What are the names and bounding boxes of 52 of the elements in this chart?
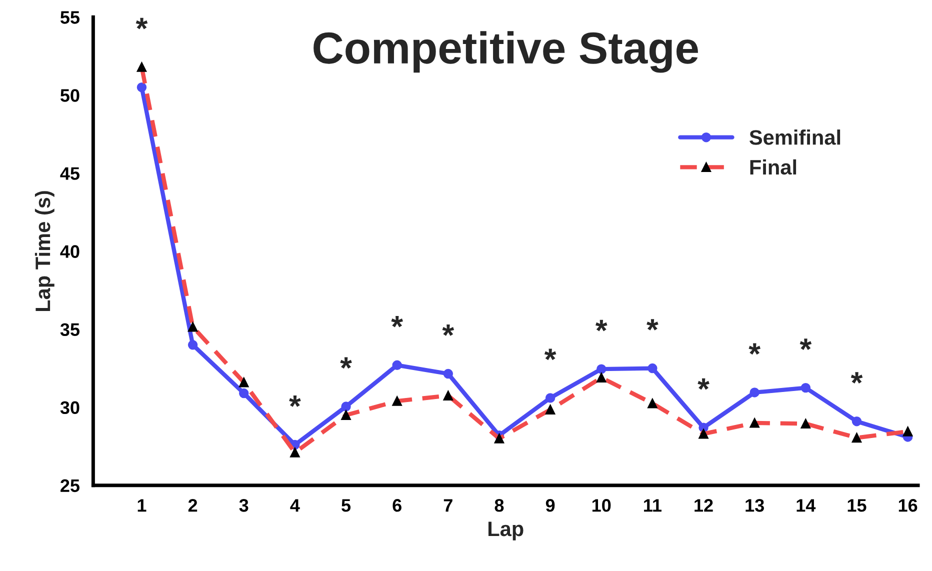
point	[239, 388, 249, 398]
point	[750, 388, 760, 398]
point	[545, 393, 556, 403]
annotation: *	[646, 319, 658, 330]
legend-label: Semifinal	[750, 130, 840, 145]
annotation: *	[340, 357, 352, 369]
legend-label: Final	[750, 159, 796, 175]
y-tick-label: 55	[60, 11, 80, 24]
point	[136, 82, 147, 92]
x-tick-label: 12	[694, 499, 713, 512]
x-tick-label: 15	[848, 499, 866, 512]
x-tick-label: 11	[644, 499, 662, 512]
y-tick-label: 35	[60, 323, 80, 336]
annotation: *	[544, 348, 556, 360]
x-tick-label: 4	[290, 499, 300, 512]
chart-title: Competitive Stage	[314, 31, 698, 73]
annotation: *	[136, 18, 148, 30]
x-axis-title: Lap	[488, 522, 524, 540]
x-tick-label: 14	[796, 499, 816, 512]
x-tick-label: 9	[546, 499, 555, 512]
annotation: *	[391, 316, 403, 328]
x-tick-label: 2	[188, 499, 198, 512]
x-tick-label: 16	[898, 499, 918, 512]
annotation: *	[289, 396, 301, 407]
annotation: *	[596, 320, 608, 332]
point	[596, 364, 606, 374]
annotation: *	[748, 343, 760, 355]
point	[648, 363, 658, 374]
y-tick-label: 50	[60, 89, 80, 102]
y-axis-title: Lap Time (s)	[34, 191, 54, 312]
x-tick-label: 13	[746, 499, 764, 512]
point	[188, 340, 198, 350]
annotation: *	[800, 338, 812, 350]
x-tick-label: 10	[592, 499, 611, 512]
y-tick-label: 30	[60, 401, 80, 414]
x-tick-label: 8	[494, 499, 504, 512]
point	[443, 368, 454, 379]
y-tick-label: 25	[60, 479, 80, 492]
annotation: *	[698, 378, 710, 390]
x-tick-label: 1	[138, 499, 146, 512]
x-tick-label: 3	[239, 499, 248, 512]
x-tick-label: 5	[342, 499, 351, 512]
annotation: *	[850, 372, 863, 384]
x-tick-label: 7	[444, 499, 452, 512]
y-tick-label: 45	[60, 167, 80, 180]
point	[852, 416, 862, 426]
point	[341, 402, 351, 412]
y-tick-label: 40	[60, 245, 80, 258]
x-tick-label: 6	[392, 499, 402, 512]
point	[800, 382, 811, 393]
point	[392, 360, 402, 370]
annotation: *	[442, 324, 454, 336]
